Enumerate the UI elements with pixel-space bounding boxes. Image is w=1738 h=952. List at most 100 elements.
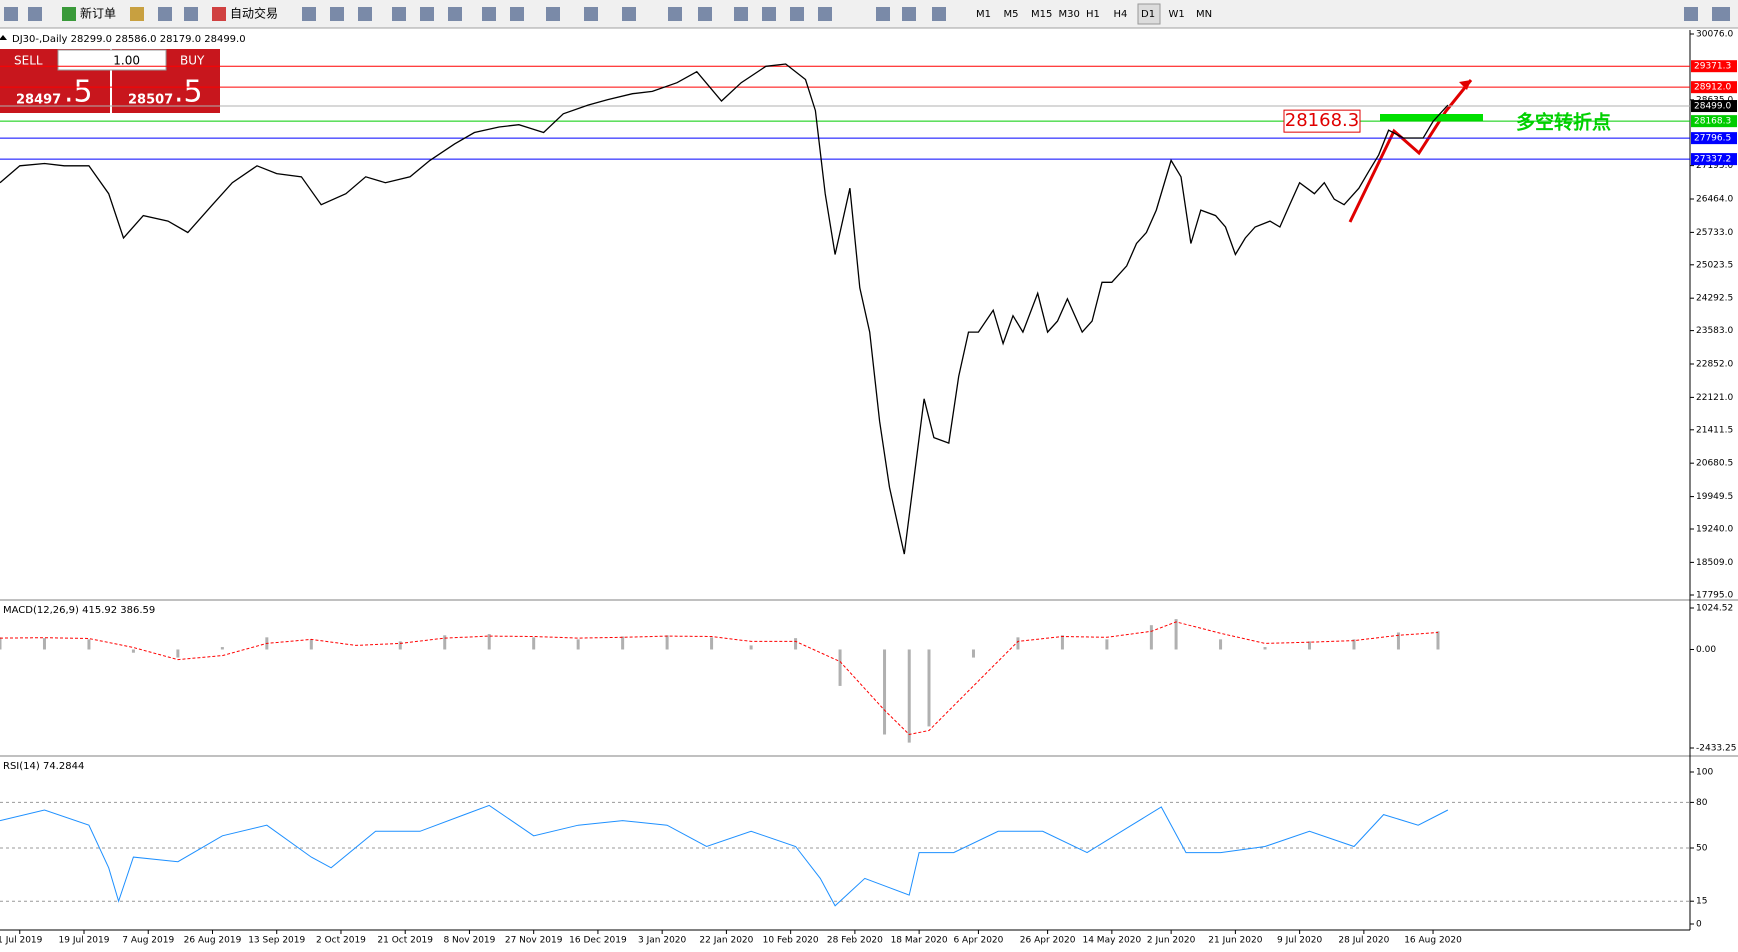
macd-bar bbox=[621, 636, 625, 650]
icon[interactable] bbox=[932, 7, 946, 21]
icon[interactable] bbox=[420, 7, 434, 21]
timeframe-button[interactable]: M5 bbox=[1004, 9, 1019, 20]
icon[interactable] bbox=[762, 7, 776, 21]
icon[interactable] bbox=[62, 7, 76, 21]
icon[interactable] bbox=[622, 7, 636, 21]
y-tick-label: 26464.0 bbox=[1696, 194, 1733, 204]
y-tick-label: 23583.0 bbox=[1696, 326, 1733, 336]
auto-trade-button[interactable]: 自动交易 bbox=[230, 6, 278, 21]
timeframe-button[interactable]: D1 bbox=[1141, 9, 1155, 20]
icon[interactable] bbox=[158, 7, 172, 21]
macd-bar bbox=[1016, 637, 1020, 650]
volume-box[interactable] bbox=[57, 49, 167, 71]
timeframe-button[interactable]: H4 bbox=[1114, 9, 1128, 20]
y-tick-label: 20680.5 bbox=[1696, 459, 1733, 469]
macd-bar bbox=[131, 649, 135, 653]
macd-bar bbox=[1060, 635, 1064, 650]
timeframes: M1 M5 M15 M30 H1 H4 D1 W1 MN bbox=[976, 3, 1212, 25]
y-tick-label: 15 bbox=[1696, 897, 1707, 907]
icon[interactable] bbox=[668, 7, 682, 21]
price-level-tag bbox=[1691, 100, 1737, 113]
toolbar bbox=[0, 0, 1738, 28]
icon[interactable] bbox=[358, 7, 372, 21]
buy-pips: .5 bbox=[174, 75, 203, 110]
buy-price: 28507 bbox=[128, 93, 173, 108]
y-tick-label: 50 bbox=[1696, 844, 1708, 854]
macd-bar bbox=[838, 649, 842, 686]
x-tick-label: 16 Aug 2020 bbox=[1404, 936, 1462, 946]
x-tick-label: 7 Aug 2019 bbox=[122, 936, 174, 946]
y-tick-label: 27195.0 bbox=[1696, 161, 1733, 171]
macd-bar bbox=[443, 635, 447, 650]
chart-header: DJ30-,Daily 28299.0 28586.0 28179.0 2849… bbox=[12, 34, 246, 45]
macd-bar bbox=[1149, 625, 1153, 650]
icon[interactable] bbox=[876, 7, 890, 21]
annotation-text: 多空转折点 bbox=[1516, 111, 1611, 134]
macd-bar bbox=[1105, 639, 1109, 650]
x-tick-label: 8 Nov 2019 bbox=[443, 936, 495, 946]
new-order-button[interactable]: 新订单 bbox=[80, 6, 116, 21]
pivot-marker bbox=[1380, 114, 1483, 121]
y-tick-label: 25733.0 bbox=[1696, 228, 1733, 238]
timeframe-button[interactable]: M1 bbox=[976, 9, 991, 20]
macd-bar bbox=[0, 637, 2, 650]
y-tick-label: 80 bbox=[1696, 798, 1708, 808]
macd-bar bbox=[907, 649, 911, 743]
icon[interactable] bbox=[546, 7, 560, 21]
macd-bar bbox=[398, 641, 402, 650]
icon[interactable] bbox=[482, 7, 496, 21]
macd-bar bbox=[1174, 619, 1178, 650]
icon[interactable] bbox=[212, 7, 226, 21]
icon[interactable] bbox=[902, 7, 916, 21]
icon[interactable] bbox=[790, 7, 804, 21]
icon[interactable] bbox=[698, 7, 712, 21]
timeframe-button[interactable]: M15 bbox=[1031, 9, 1052, 20]
timeframe-button[interactable]: W1 bbox=[1169, 9, 1185, 20]
y-tick-label: 17795.0 bbox=[1696, 591, 1733, 601]
icon[interactable] bbox=[1684, 7, 1698, 21]
icon[interactable] bbox=[184, 7, 198, 21]
icon[interactable] bbox=[818, 7, 832, 21]
x-tick-label: 21 Jun 2020 bbox=[1208, 936, 1262, 946]
x-tick-label: 1 Jul 2019 bbox=[0, 936, 43, 946]
icon[interactable] bbox=[130, 7, 144, 21]
price-level-label: 27337.2 bbox=[1694, 155, 1731, 165]
macd-bar bbox=[749, 645, 753, 650]
macd-bar bbox=[971, 649, 975, 658]
macd-bar bbox=[1263, 647, 1267, 650]
icon[interactable] bbox=[448, 7, 462, 21]
icon[interactable] bbox=[392, 7, 406, 21]
x-tick-label: 18 Mar 2020 bbox=[891, 936, 948, 946]
icon[interactable] bbox=[4, 7, 18, 21]
x-tick-label: 9 Jul 2020 bbox=[1277, 936, 1322, 946]
icon[interactable] bbox=[734, 7, 748, 21]
icon[interactable] bbox=[302, 7, 316, 21]
icon[interactable] bbox=[510, 7, 524, 21]
macd-bar bbox=[665, 635, 669, 650]
y-tick-label: 30076.0 bbox=[1696, 30, 1733, 40]
icon[interactable] bbox=[28, 7, 42, 21]
macd-bar bbox=[309, 639, 313, 650]
y-tick-label: 1024.52 bbox=[1696, 604, 1733, 614]
order-panel: SELL BUY 1.00 28497 .5 28507 .5 bbox=[0, 49, 220, 113]
buy-label: BUY bbox=[180, 54, 205, 68]
macd-bar bbox=[710, 637, 714, 650]
icon[interactable] bbox=[584, 7, 598, 21]
x-tick-label: 13 Sep 2019 bbox=[248, 936, 305, 946]
icon[interactable] bbox=[330, 7, 344, 21]
timeframe-button[interactable]: H1 bbox=[1086, 9, 1100, 20]
macd-bar bbox=[1352, 639, 1356, 650]
macd-bar bbox=[532, 637, 536, 650]
macd-bar bbox=[883, 649, 887, 735]
icon[interactable] bbox=[1712, 7, 1730, 21]
price-level-tag bbox=[1691, 132, 1737, 145]
macd-bar bbox=[1219, 639, 1223, 650]
annotation-box bbox=[1283, 109, 1361, 133]
y-tick-label: 18509.0 bbox=[1696, 558, 1733, 568]
price-level-tag bbox=[1691, 115, 1737, 128]
volume: 1.00 bbox=[113, 54, 140, 68]
timeframe-button[interactable]: MN bbox=[1196, 9, 1212, 20]
timeframe-button[interactable]: M30 bbox=[1059, 9, 1080, 20]
annotation-price: 28168.3 bbox=[1285, 110, 1359, 131]
